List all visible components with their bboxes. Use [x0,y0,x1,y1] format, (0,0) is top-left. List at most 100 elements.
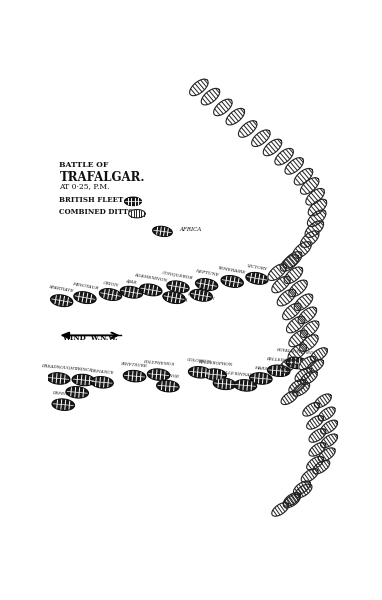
Polygon shape [91,377,113,388]
Polygon shape [272,503,289,516]
Text: MINOTAUR: MINOTAUR [71,282,98,290]
Text: SPARTIATE: SPARTIATE [49,286,74,294]
Polygon shape [163,292,185,304]
Polygon shape [307,359,324,373]
Polygon shape [300,178,319,194]
Polygon shape [299,335,318,352]
Text: BELLEROPHON: BELLEROPHON [198,360,232,367]
Polygon shape [74,292,96,304]
Text: BRITANNIA: BRITANNIA [160,295,188,303]
Polygon shape [285,158,303,174]
Polygon shape [226,109,244,125]
Polygon shape [123,371,146,382]
Polygon shape [318,448,335,461]
Polygon shape [234,380,256,391]
Text: AJAX: AJAX [126,280,137,285]
Polygon shape [293,242,311,258]
Text: VICTORY: VICTORY [246,264,267,271]
Polygon shape [289,379,306,393]
Polygon shape [250,373,272,384]
Polygon shape [140,284,162,296]
Polygon shape [305,221,324,238]
Polygon shape [308,210,326,227]
Text: AT 0·25, P.M.: AT 0·25, P.M. [59,182,110,190]
Polygon shape [299,356,316,370]
Polygon shape [306,188,324,205]
Polygon shape [298,307,317,323]
Polygon shape [189,79,208,95]
Polygon shape [295,484,312,498]
Polygon shape [125,197,141,206]
Polygon shape [281,391,298,404]
Polygon shape [318,407,335,421]
Polygon shape [283,251,302,268]
Text: LEVIATHAN: LEVIATHAN [187,292,215,301]
Polygon shape [313,460,330,474]
Polygon shape [309,428,326,442]
Polygon shape [189,367,211,378]
Polygon shape [157,380,179,392]
Polygon shape [275,148,293,165]
Polygon shape [303,403,320,416]
Polygon shape [204,369,226,380]
Polygon shape [167,281,189,293]
Polygon shape [51,295,73,307]
Polygon shape [289,330,308,347]
Polygon shape [268,264,286,280]
Text: COMBINED DITTO  ..: COMBINED DITTO .. [59,208,144,216]
Polygon shape [99,289,121,301]
Polygon shape [301,469,318,482]
Polygon shape [72,374,94,386]
Polygon shape [147,369,170,380]
Text: ROYAL SOVEREIGN: ROYAL SOVEREIGN [276,347,319,355]
Polygon shape [263,139,282,156]
Polygon shape [279,357,297,374]
Text: TRAFALGAR.: TRAFALGAR. [59,172,145,184]
Polygon shape [153,226,172,236]
Polygon shape [280,254,299,271]
Text: ORION: ORION [102,281,119,287]
Text: BRITISH FLEET  ..: BRITISH FLEET .. [59,196,134,204]
Polygon shape [307,457,324,470]
Polygon shape [221,275,243,287]
Polygon shape [283,494,300,508]
Polygon shape [284,267,303,284]
Text: AGAMEMNON: AGAMEMNON [134,273,168,283]
Text: COLOSSUS: COLOSSUS [187,358,212,365]
Polygon shape [213,378,236,389]
Polygon shape [300,231,319,247]
Text: BATTLE OF: BATTLE OF [59,161,109,169]
Text: BELLEISLE: BELLEISLE [266,357,291,363]
Polygon shape [277,289,296,306]
Polygon shape [196,279,218,290]
Polygon shape [294,169,313,185]
Text: DREADNOUGHT: DREADNOUGHT [40,364,76,371]
Text: WIND  W.N.W.: WIND W.N.W. [62,334,117,341]
Polygon shape [293,481,311,494]
Polygon shape [286,358,308,368]
Text: PRINCE: PRINCE [74,367,92,372]
Polygon shape [246,272,268,284]
Polygon shape [307,416,324,429]
Text: CONQUEROR: CONQUEROR [162,271,194,280]
Polygon shape [252,130,270,146]
Polygon shape [267,365,290,376]
Polygon shape [190,290,212,301]
Text: MARS: MARS [254,365,268,371]
Polygon shape [308,199,327,216]
Polygon shape [120,286,142,298]
Polygon shape [283,303,301,320]
Polygon shape [128,209,145,218]
Polygon shape [314,394,331,407]
Polygon shape [289,280,308,296]
Polygon shape [294,294,313,311]
Text: AFRICA: AFRICA [180,227,202,232]
Polygon shape [283,493,300,506]
Text: THUNDERER: THUNDERER [63,378,92,385]
Polygon shape [238,121,257,137]
Polygon shape [214,99,232,116]
Text: NEPTUNE: NEPTUNE [194,269,219,278]
Polygon shape [52,399,74,410]
Polygon shape [288,344,306,361]
Polygon shape [320,420,338,434]
